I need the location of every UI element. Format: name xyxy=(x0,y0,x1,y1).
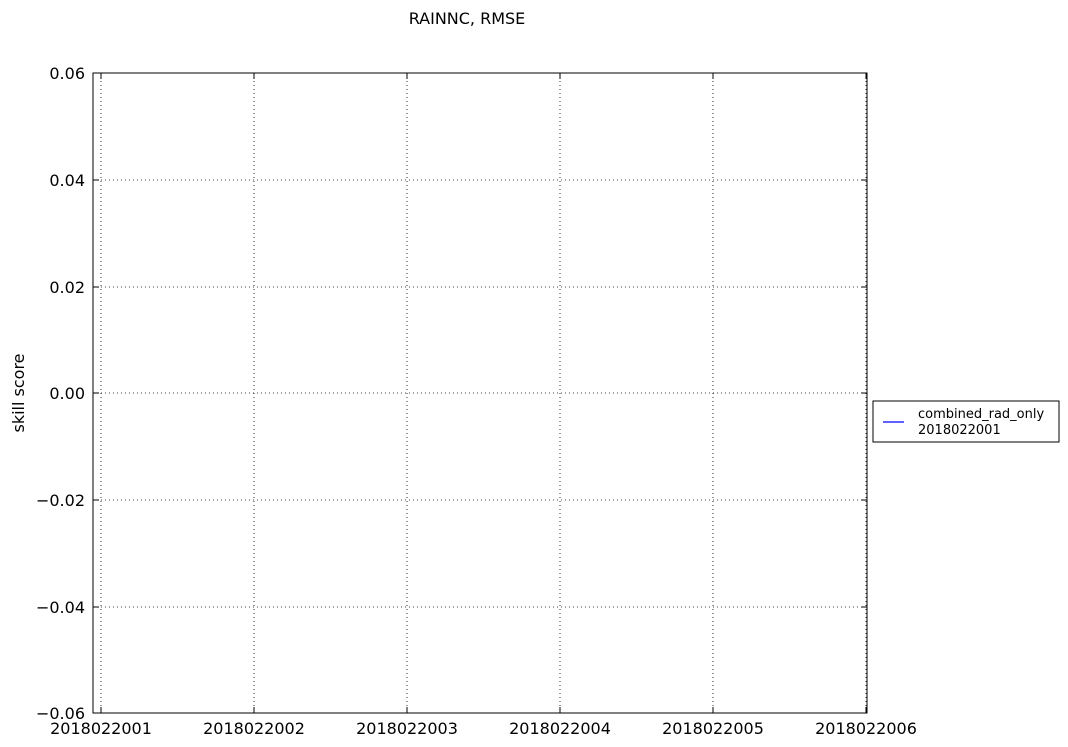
x-tick-label: 2018022002 xyxy=(203,719,305,738)
tick-marks xyxy=(93,72,867,714)
x-tick-label: 2018022003 xyxy=(356,719,458,738)
y-tick-labels: 0.06 0.04 0.02 0.00 −0.02 −0.04 −0.06 xyxy=(36,64,85,723)
legend-series-label-line1: combined_rad_only xyxy=(918,407,1044,422)
chart-title: RAINNC, RMSE xyxy=(409,9,526,28)
x-tick-label: 2018022006 xyxy=(815,719,917,738)
legend-series-label-line2: 2018022001 xyxy=(918,423,1001,438)
y-tick-label: 0.04 xyxy=(49,171,85,190)
y-tick-label: 0.00 xyxy=(49,384,85,403)
y-tick-label: 0.06 xyxy=(49,64,85,83)
y-tick-label: −0.06 xyxy=(36,704,85,723)
y-axis-label: skill score xyxy=(9,353,28,432)
grid-lines xyxy=(93,73,867,713)
y-tick-label: −0.04 xyxy=(36,598,85,617)
x-tick-label: 2018022004 xyxy=(509,719,611,738)
y-tick-label: −0.02 xyxy=(36,491,85,510)
x-tick-labels: 2018022001 2018022002 2018022003 2018022004… xyxy=(50,719,917,738)
y-tick-label: 0.02 xyxy=(49,278,85,297)
x-tick-label: 2018022005 xyxy=(662,719,764,738)
legend: combined_rad_only 2018022001 xyxy=(872,400,1060,443)
x-tick-label: 2018022001 xyxy=(50,719,152,738)
